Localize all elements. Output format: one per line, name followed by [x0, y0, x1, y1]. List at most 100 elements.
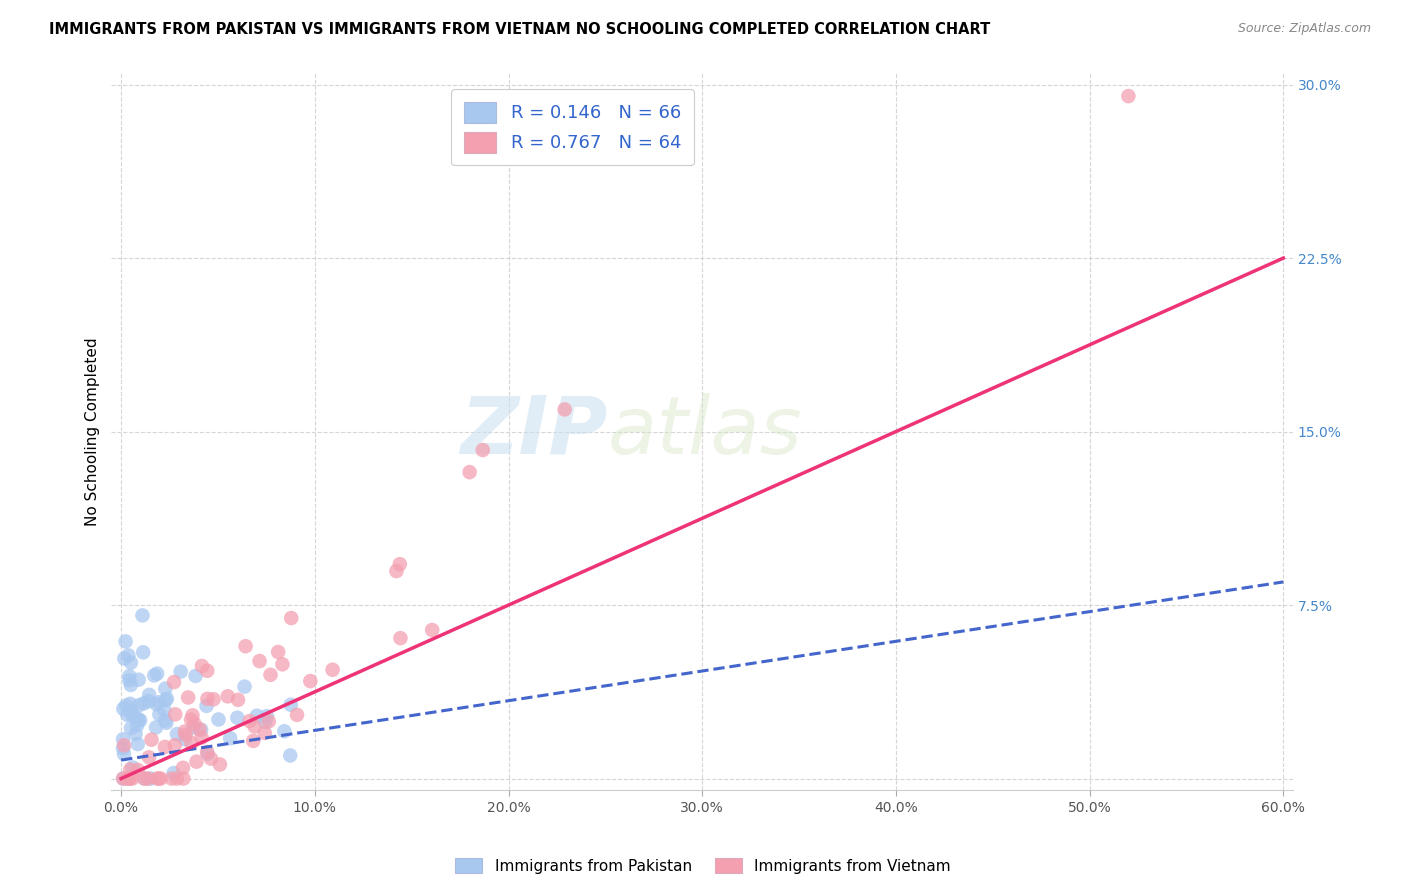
Point	[128, 698, 150, 713]
Point	[267, 645, 290, 659]
Point	[257, 714, 280, 729]
Point	[186, 755, 208, 769]
Text: ZIP: ZIP	[460, 392, 607, 471]
Point	[124, 727, 146, 741]
Point	[125, 718, 148, 732]
Point	[458, 465, 481, 479]
Point	[183, 716, 205, 731]
Text: IMMIGRANTS FROM PAKISTAN VS IMMIGRANTS FROM VIETNAM NO SCHOOLING COMPLETED CORRE: IMMIGRANTS FROM PAKISTAN VS IMMIGRANTS F…	[49, 22, 990, 37]
Point	[145, 698, 167, 712]
Point	[127, 737, 149, 751]
Point	[256, 709, 278, 723]
Point	[197, 747, 219, 761]
Point	[118, 673, 141, 688]
Point	[207, 713, 229, 727]
Point	[129, 713, 152, 727]
Point	[115, 698, 138, 713]
Point	[202, 692, 225, 706]
Point	[226, 711, 249, 725]
Point	[242, 734, 264, 748]
Point	[128, 673, 150, 687]
Point	[134, 772, 156, 786]
Point	[243, 719, 266, 733]
Point	[200, 751, 222, 765]
Point	[112, 747, 135, 761]
Point	[195, 664, 218, 678]
Legend: Immigrants from Pakistan, Immigrants from Vietnam: Immigrants from Pakistan, Immigrants fro…	[449, 852, 957, 880]
Point	[190, 731, 212, 745]
Point	[121, 772, 143, 786]
Point	[156, 691, 179, 706]
Point	[181, 708, 204, 723]
Point	[184, 669, 207, 683]
Point	[136, 772, 159, 786]
Point	[180, 736, 202, 750]
Point	[118, 669, 141, 683]
Point	[138, 750, 160, 764]
Point	[117, 772, 139, 786]
Point	[141, 732, 163, 747]
Point	[163, 738, 186, 752]
Point	[127, 712, 149, 726]
Point	[132, 697, 155, 711]
Point	[120, 697, 142, 711]
Point	[280, 611, 302, 625]
Point	[134, 772, 156, 786]
Point	[235, 639, 257, 653]
Point	[170, 665, 193, 679]
Point	[219, 731, 242, 746]
Point	[121, 704, 143, 718]
Point	[163, 766, 186, 780]
Point	[239, 714, 262, 728]
Point	[471, 443, 494, 458]
Point	[174, 728, 197, 742]
Point	[420, 623, 443, 637]
Point	[1118, 89, 1140, 103]
Point	[155, 693, 177, 707]
Point	[233, 680, 256, 694]
Point	[322, 663, 344, 677]
Point	[138, 694, 160, 708]
Point	[173, 724, 195, 739]
Point	[146, 772, 169, 786]
Legend: R = 0.146   N = 66, R = 0.767   N = 64: R = 0.146 N = 66, R = 0.767 N = 64	[451, 89, 695, 165]
Point	[271, 657, 294, 672]
Point	[155, 715, 177, 730]
Point	[114, 634, 136, 648]
Point	[132, 645, 155, 659]
Point	[183, 721, 205, 735]
Y-axis label: No Schooling Completed: No Schooling Completed	[86, 337, 100, 526]
Point	[120, 721, 142, 735]
Point	[278, 748, 301, 763]
Point	[180, 713, 202, 727]
Point	[127, 763, 149, 777]
Point	[120, 656, 142, 670]
Point	[285, 707, 308, 722]
Point	[253, 726, 276, 740]
Point	[163, 675, 186, 690]
Point	[145, 720, 167, 734]
Point	[217, 690, 239, 704]
Point	[246, 708, 269, 723]
Point	[160, 772, 183, 786]
Point	[117, 707, 139, 722]
Point	[388, 557, 411, 571]
Point	[149, 772, 172, 786]
Point	[280, 698, 302, 712]
Point	[148, 772, 170, 786]
Point	[273, 724, 295, 739]
Point	[131, 608, 153, 623]
Point	[389, 631, 412, 645]
Point	[138, 688, 160, 702]
Point	[173, 732, 195, 747]
Point	[299, 674, 322, 689]
Point	[172, 772, 194, 786]
Text: Source: ZipAtlas.com: Source: ZipAtlas.com	[1237, 22, 1371, 36]
Point	[120, 678, 142, 692]
Point	[153, 739, 176, 754]
Point	[112, 772, 135, 786]
Point	[165, 707, 187, 722]
Point	[121, 707, 143, 722]
Point	[120, 763, 142, 777]
Point	[148, 695, 170, 709]
